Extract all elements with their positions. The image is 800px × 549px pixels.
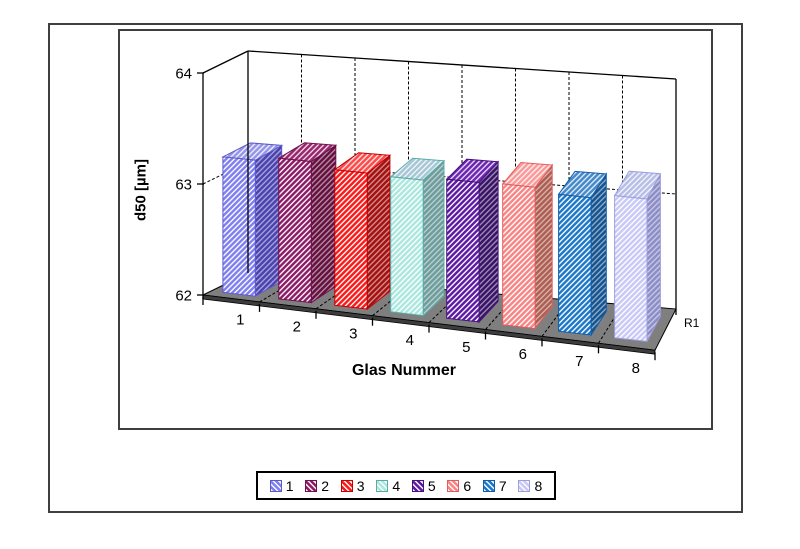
legend-label: 1	[285, 477, 294, 494]
legend-label: 5	[427, 477, 436, 494]
legend-label: 3	[356, 477, 365, 494]
legend-label: 8	[534, 477, 543, 494]
legend-item: 4	[376, 479, 400, 493]
legend-item: 3	[340, 477, 365, 494]
legend-swatch-icon	[269, 479, 282, 492]
legend-label: 6	[463, 477, 472, 494]
legend-swatch-icon	[447, 479, 460, 492]
legend-item: 6	[447, 479, 471, 493]
legend-label: 7	[498, 477, 507, 494]
legend-swatch-icon	[518, 479, 531, 492]
legend-item: 7	[482, 477, 507, 494]
legend-swatch-icon	[482, 479, 495, 492]
legend-label: 4	[392, 477, 401, 494]
legend-label: 2	[321, 477, 330, 494]
legend: 1 2 3 4 5 6 7 8	[256, 471, 556, 500]
legend-swatch-icon	[411, 479, 424, 492]
x-axis-title: Glas Nummer	[351, 362, 457, 379]
series-label: R1	[684, 316, 700, 330]
legend-item: 1	[269, 477, 294, 494]
legend-swatch-icon	[305, 479, 318, 492]
legend-item: 5	[411, 477, 436, 494]
legend-item: 2	[305, 479, 329, 493]
y-axis-title-text: d50 [µm]	[132, 159, 150, 221]
legend-item: 8	[518, 479, 542, 493]
legend-swatch-icon	[340, 479, 353, 492]
legend-swatch-icon	[376, 479, 389, 492]
